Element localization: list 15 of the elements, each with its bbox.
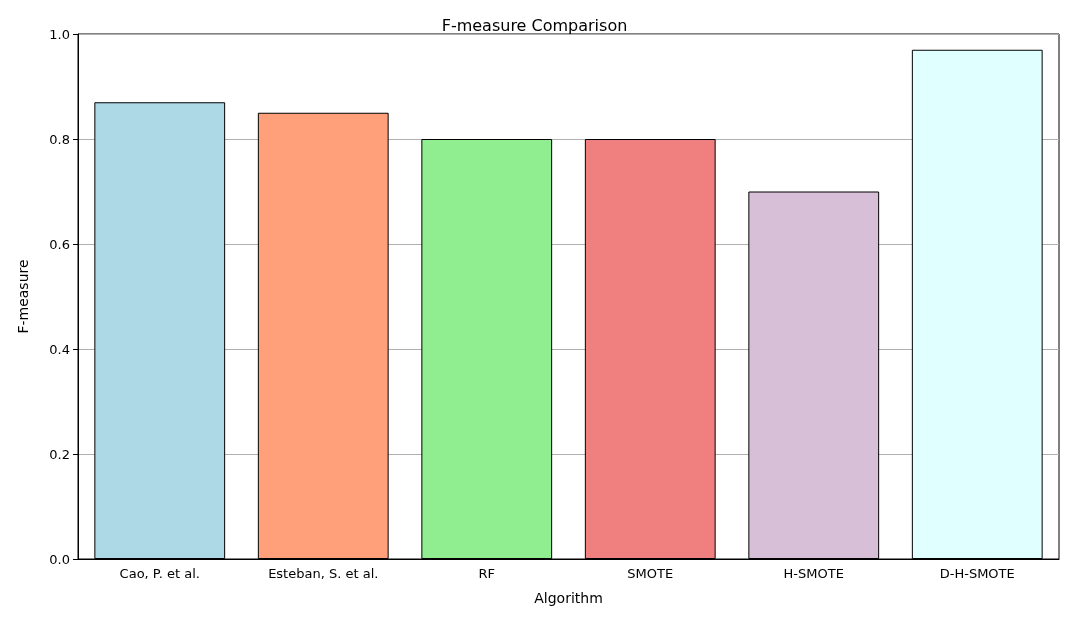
x-tick-label: Cao, P. et al. [119,566,200,581]
y-tick-label: 1.0 [49,26,70,42]
x-tick-label: H-SMOTE [783,566,844,581]
y-axis-title: F-measure [15,259,31,334]
x-tick-label: Esteban, S. et al. [268,566,379,581]
y-tick-label: 0.0 [49,551,70,567]
x-tick-label: RF [478,566,496,581]
x-tick-label: D-H-SMOTE [939,566,1015,581]
y-tick-label: 0.6 [49,236,70,252]
x-axis-title: Algorithm [534,590,603,606]
y-tick-label: 0.2 [49,446,70,462]
x-tick-label: SMOTE [627,566,674,581]
chart-title: F-measure Comparison [441,15,628,35]
y-tick-label: 0.8 [49,131,70,147]
y-tick-label: 0.4 [49,341,70,357]
